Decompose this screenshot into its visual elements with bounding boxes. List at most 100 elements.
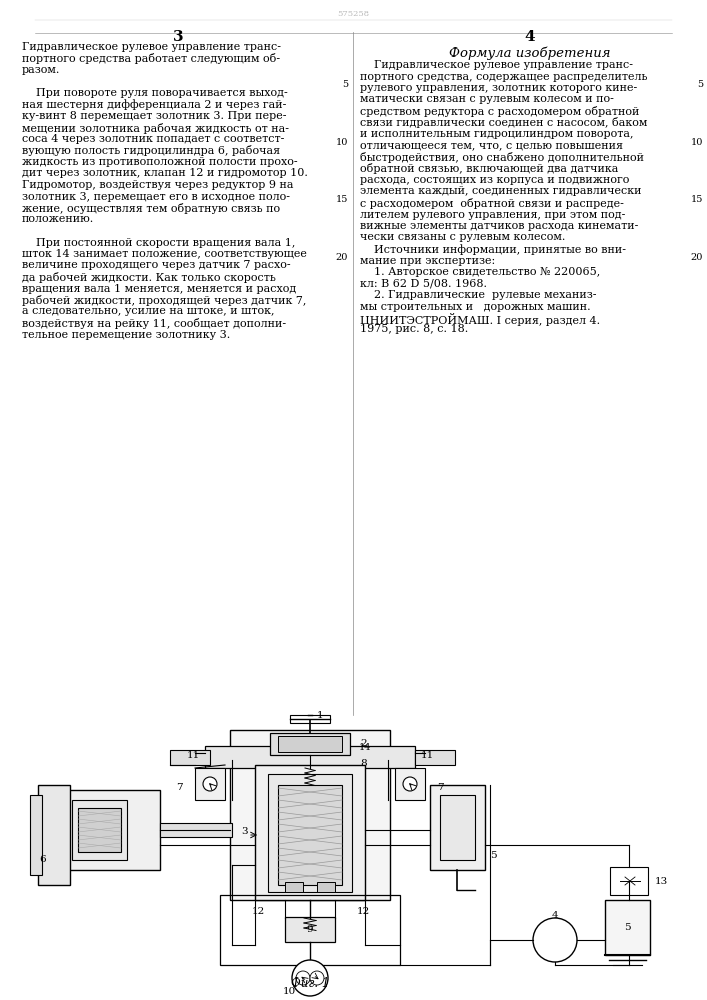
Text: 10: 10	[336, 138, 348, 147]
Text: 2. Гидравлические  рулевые механиз-: 2. Гидравлические рулевые механиз-	[360, 290, 597, 300]
Text: воздействуя на рейку 11, сообщает дополни-: воздействуя на рейку 11, сообщает дополн…	[22, 318, 286, 329]
Text: 11: 11	[187, 752, 199, 760]
Circle shape	[310, 971, 324, 985]
Text: 5: 5	[624, 924, 631, 932]
Text: лителем рулевого управления, при этом под-: лителем рулевого управления, при этом по…	[360, 210, 626, 220]
Text: Фиг. 1: Фиг. 1	[291, 977, 329, 990]
Bar	[415, 750, 455, 765]
Text: 5: 5	[490, 850, 496, 859]
Text: 3: 3	[173, 30, 183, 44]
Text: 8: 8	[360, 760, 367, 768]
Text: и исполнительным гидроцилиндром поворота,: и исполнительным гидроцилиндром поворота…	[360, 129, 633, 139]
Text: дит через золотник, клапан 12 и гидромотор 10.: дит через золотник, клапан 12 и гидромот…	[22, 168, 308, 178]
Text: средством редуктора с расходомером обратной: средством редуктора с расходомером обрат…	[360, 106, 639, 117]
Bar	[285, 882, 303, 892]
Bar	[195, 768, 225, 800]
Text: вижные элементы датчиков расхода кинемати-: вижные элементы датчиков расхода кинемат…	[360, 221, 638, 231]
Bar	[160, 823, 232, 837]
Text: Формула изобретения: Формула изобретения	[449, 46, 611, 60]
Text: 11: 11	[421, 752, 433, 760]
Bar	[205, 746, 415, 768]
Circle shape	[203, 777, 217, 791]
Text: положению.: положению.	[22, 215, 94, 225]
Text: рабочей жидкости, проходящей через датчик 7,: рабочей жидкости, проходящей через датчи…	[22, 295, 306, 306]
Bar	[268, 774, 352, 892]
Text: Гидравлическое рулевое управление транс-: Гидравлическое рулевое управление транс-	[360, 60, 633, 70]
Text: жение, осуществляя тем обратную связь по: жение, осуществляя тем обратную связь по	[22, 203, 280, 214]
Circle shape	[533, 918, 577, 962]
Text: 1975, рис. 8, с. 18.: 1975, рис. 8, с. 18.	[360, 324, 468, 334]
Bar	[255, 765, 365, 900]
Text: мещении золотника рабочая жидкость от на-: мещении золотника рабочая жидкость от на…	[22, 122, 289, 133]
Text: 6: 6	[40, 856, 47, 864]
Circle shape	[296, 971, 310, 985]
Bar	[30, 795, 42, 875]
Bar	[605, 900, 650, 955]
Text: 4: 4	[551, 910, 559, 920]
Bar	[440, 795, 475, 860]
Text: 10: 10	[282, 988, 296, 996]
Text: При повороте руля поворачивается выход-: При повороте руля поворачивается выход-	[22, 88, 288, 98]
Text: ная шестерня дифференциала 2 и через гай-: ная шестерня дифференциала 2 и через гай…	[22, 100, 286, 110]
Text: портного средства, содержащее распределитель: портного средства, содержащее распредели…	[360, 72, 648, 82]
Bar	[38, 785, 70, 885]
Circle shape	[403, 777, 417, 791]
Text: 575258: 575258	[337, 10, 369, 18]
Text: мание при экспертизе:: мание при экспертизе:	[360, 255, 495, 265]
Bar	[278, 785, 342, 885]
Text: величине проходящего через датчик 7 расхо-: величине проходящего через датчик 7 расх…	[22, 260, 291, 270]
Text: 1. Авторское свидетельство № 220065,: 1. Авторское свидетельство № 220065,	[360, 267, 600, 277]
Bar	[290, 715, 330, 723]
Text: элемента каждый, соединенных гидравлически: элемента каждый, соединенных гидравличес…	[360, 186, 641, 196]
Text: 7: 7	[176, 784, 183, 792]
Polygon shape	[545, 925, 565, 945]
Text: 20: 20	[336, 253, 348, 262]
Text: 15: 15	[336, 195, 348, 204]
Text: 13: 13	[655, 876, 668, 886]
Bar	[317, 882, 335, 892]
Text: 3: 3	[241, 828, 248, 836]
Bar	[230, 730, 390, 900]
Text: обратной связью, включающей два датчика: обратной связью, включающей два датчика	[360, 163, 619, 174]
Text: шток 14 занимает положение, соответствующее: шток 14 занимает положение, соответствую…	[22, 249, 307, 259]
Text: При постоянной скорости вращения вала 1,: При постоянной скорости вращения вала 1,	[22, 237, 296, 247]
Text: кл: В 62 D 5/08. 1968.: кл: В 62 D 5/08. 1968.	[360, 278, 487, 288]
Text: мы строительных и   дорожных машин.: мы строительных и дорожных машин.	[360, 302, 590, 312]
Text: 20: 20	[691, 253, 703, 262]
Text: ку-винт 8 перемещает золотник 3. При пере-: ку-винт 8 перемещает золотник 3. При пер…	[22, 111, 286, 121]
Bar	[285, 917, 335, 942]
Text: Гидравлическое рулевое управление транс-: Гидравлическое рулевое управление транс-	[22, 42, 281, 52]
Text: 4: 4	[525, 30, 535, 44]
Text: 12: 12	[252, 908, 264, 916]
Text: с расходомером  обратной связи и распреде-: с расходомером обратной связи и распреде…	[360, 198, 624, 209]
Bar	[395, 768, 425, 800]
Text: соса 4 через золотник попадает с соответст-: соса 4 через золотник попадает с соответ…	[22, 134, 284, 144]
Text: тельное перемещение золотнику 3.: тельное перемещение золотнику 3.	[22, 330, 230, 340]
Text: 15: 15	[691, 195, 703, 204]
Text: рулевого управления, золотник которого кине-: рулевого управления, золотник которого к…	[360, 83, 637, 93]
Text: а следовательно, усилие на штоке, и шток,: а следовательно, усилие на штоке, и шток…	[22, 306, 274, 316]
Text: отличающееся тем, что, с целью повышения: отличающееся тем, что, с целью повышения	[360, 140, 623, 150]
Bar	[278, 736, 342, 752]
Text: вращения вала 1 меняется, меняется и расход: вращения вала 1 меняется, меняется и рас…	[22, 284, 296, 294]
Text: расхода, состоящих из корпуса и подвижного: расхода, состоящих из корпуса и подвижно…	[360, 175, 629, 185]
Text: ЦНИИТЭСТРОЙМАШ. I серия, раздел 4.: ЦНИИТЭСТРОЙМАШ. I серия, раздел 4.	[360, 313, 600, 326]
Text: 1: 1	[317, 710, 323, 720]
Text: Гидромотор, воздействуя через редуктор 9 на: Гидромотор, воздействуя через редуктор 9…	[22, 180, 293, 190]
Text: матически связан с рулевым колесом и по-: матически связан с рулевым колесом и по-	[360, 95, 614, 104]
Bar	[220, 895, 400, 965]
Text: 2: 2	[360, 738, 367, 748]
Bar	[60, 790, 160, 870]
Bar	[72, 800, 127, 860]
Bar	[610, 867, 648, 895]
Bar	[78, 808, 121, 852]
Text: 12: 12	[356, 908, 370, 916]
Text: разом.: разом.	[22, 65, 60, 75]
Text: быстродействия, оно снабжено дополнительной: быстродействия, оно снабжено дополнитель…	[360, 152, 644, 163]
Text: да рабочей жидкости. Как только скорость: да рабочей жидкости. Как только скорость	[22, 272, 276, 283]
Text: вующую полость гидроцилиндра 6, рабочая: вующую полость гидроцилиндра 6, рабочая	[22, 145, 280, 156]
Text: связи гидравлически соединен с насосом, баком: связи гидравлически соединен с насосом, …	[360, 117, 648, 128]
Text: жидкость из противоположной полости прохо-: жидкость из противоположной полости прох…	[22, 157, 298, 167]
Text: 5: 5	[342, 80, 348, 89]
Text: 14: 14	[358, 742, 371, 752]
